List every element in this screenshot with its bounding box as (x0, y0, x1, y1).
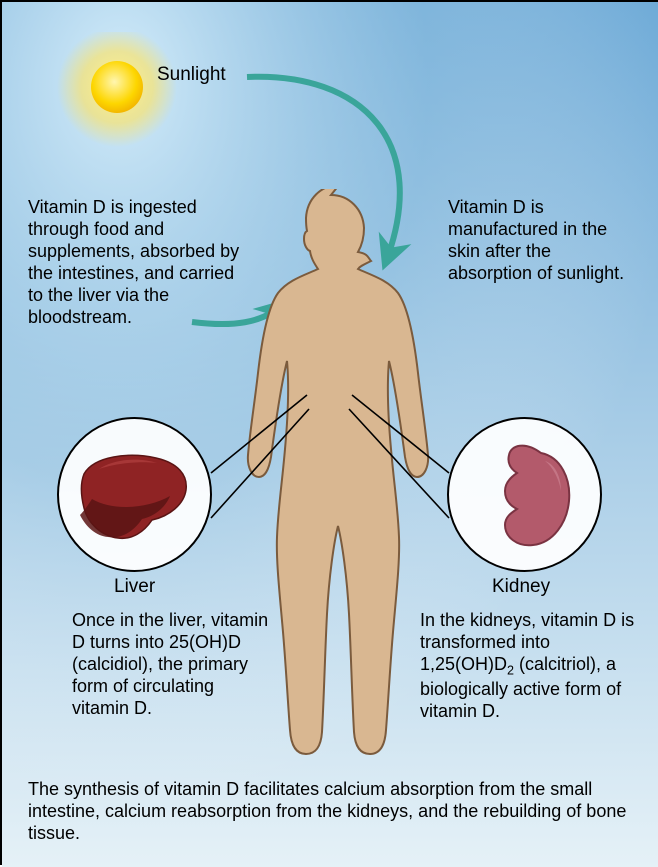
liver-label: Liver (114, 576, 155, 598)
kidney-icon (449, 419, 604, 574)
text-kidney: In the kidneys, vitamin D is transformed… (420, 610, 635, 723)
text-ingestion: Vitamin D is ingested through food and s… (28, 197, 248, 329)
liver-icon (59, 419, 214, 574)
kidney-circle (447, 417, 602, 572)
text-liver: Once in the liver, vitamin D turns into … (72, 610, 272, 720)
kidney-label: Kidney (492, 576, 550, 598)
diagram-canvas: Sunlight Li (0, 0, 658, 865)
text-summary: The synthesis of vitamin D facilitates c… (28, 779, 638, 845)
text-skin: Vitamin D is manufactured in the skin af… (448, 197, 633, 285)
liver-circle (57, 417, 212, 572)
